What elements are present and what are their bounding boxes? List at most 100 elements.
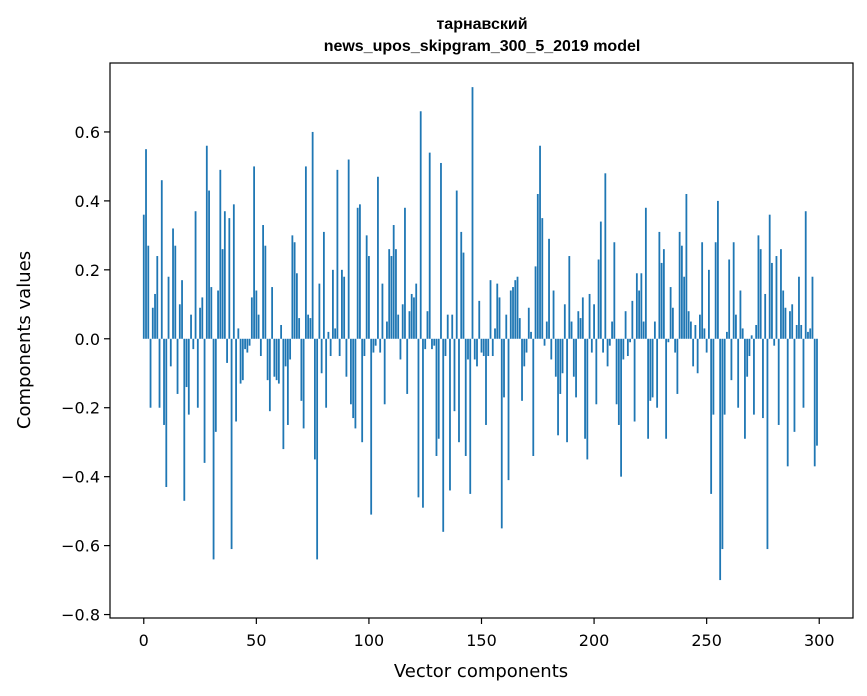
bar-261 <box>730 338 733 381</box>
bar-5 <box>154 293 156 339</box>
bar-254 <box>714 242 717 339</box>
bar-289 <box>793 338 796 432</box>
bar-192 <box>575 338 577 398</box>
y-tick-label: 0.4 <box>75 192 100 211</box>
bar-39 <box>230 338 233 550</box>
bar-38 <box>228 218 231 339</box>
bar-100 <box>368 256 370 339</box>
bar-87 <box>338 338 341 357</box>
bar-54 <box>264 245 267 339</box>
bar-139 <box>455 190 458 339</box>
bar-194 <box>579 318 582 339</box>
x-axis-ticks: 0 50 100 150 200 250 300 <box>139 618 835 650</box>
bar-43 <box>239 338 242 384</box>
bar-7 <box>158 338 161 408</box>
x-tick-label: 300 <box>804 631 835 650</box>
bar-135 <box>446 314 449 339</box>
bar-95 <box>356 207 359 339</box>
bar-13 <box>172 228 174 339</box>
bar-32 <box>214 338 217 432</box>
bar-298 <box>813 338 816 467</box>
bar-92 <box>350 338 352 405</box>
bar-49 <box>253 166 255 339</box>
bar-99 <box>365 235 368 339</box>
bar-222 <box>642 321 645 339</box>
bar-148 <box>476 338 478 367</box>
bar-260 <box>728 259 731 339</box>
bar-236 <box>674 338 677 353</box>
bar-255 <box>717 200 719 339</box>
bar-127 <box>428 152 431 339</box>
bar-189 <box>568 256 571 339</box>
bar-16 <box>178 304 181 339</box>
y-axis-label: Components values <box>14 251 35 429</box>
bar-120 <box>413 297 415 339</box>
bar-250 <box>705 338 708 353</box>
bar-251 <box>708 269 710 339</box>
bar-164 <box>512 287 514 339</box>
bar-77 <box>316 338 319 560</box>
bar-14 <box>174 245 177 339</box>
bar-12 <box>169 338 172 367</box>
bar-48 <box>250 297 253 339</box>
bar-246 <box>696 338 699 374</box>
bar-131 <box>437 338 440 439</box>
bar-282 <box>777 338 780 425</box>
bar-6 <box>156 256 159 339</box>
bar-238 <box>678 231 681 339</box>
bar-220 <box>638 290 641 339</box>
bar-11 <box>167 276 170 339</box>
bar-88 <box>341 269 343 339</box>
bar-181 <box>550 338 553 360</box>
y-tick-label: −0.4 <box>61 468 100 487</box>
bar-165 <box>514 280 517 339</box>
bar-23 <box>194 211 197 339</box>
bar-50 <box>255 290 258 339</box>
bar-225 <box>649 338 652 401</box>
bar-44 <box>241 338 244 381</box>
bar-243 <box>689 321 692 339</box>
bar-252 <box>710 338 713 494</box>
bar-98 <box>363 338 366 357</box>
bar-85 <box>334 328 337 339</box>
x-tick-label: 0 <box>139 631 149 650</box>
bar-137 <box>451 314 454 339</box>
bar-264 <box>737 338 740 408</box>
bar-235 <box>671 307 674 339</box>
y-tick-label: 0.6 <box>75 123 100 142</box>
bar-45 <box>244 338 246 350</box>
bar-126 <box>426 311 429 339</box>
bar-207 <box>608 338 611 346</box>
bar-173 <box>532 338 535 456</box>
bar-106 <box>381 283 384 339</box>
bar-68 <box>295 273 298 339</box>
bar-257 <box>721 338 724 550</box>
bar-292 <box>800 324 803 339</box>
bar-218 <box>633 338 636 422</box>
bar-295 <box>807 331 809 339</box>
bar-242 <box>687 311 690 339</box>
bar-91 <box>347 159 350 339</box>
bar-104 <box>377 176 379 339</box>
bar-150 <box>480 338 483 353</box>
bar-267 <box>744 338 746 439</box>
bar-234 <box>669 287 672 339</box>
bar-216 <box>629 338 631 343</box>
bar-200 <box>593 304 595 339</box>
bar-129 <box>433 338 436 346</box>
chart-subtitle: news_upos_skipgram_300_5_2019 model <box>324 38 641 55</box>
bar-142 <box>462 252 465 339</box>
bar-105 <box>379 338 382 353</box>
bar-287 <box>789 311 791 339</box>
x-tick-label: 150 <box>466 631 497 650</box>
bar-183 <box>554 338 557 377</box>
bar-42 <box>237 328 240 339</box>
bar-285 <box>784 307 787 339</box>
bar-296 <box>809 328 812 339</box>
x-tick-label: 50 <box>246 631 266 650</box>
bar-56 <box>268 338 271 412</box>
bar-58 <box>273 338 276 377</box>
bar-79 <box>320 338 323 374</box>
bar-288 <box>791 304 794 339</box>
bar-19 <box>185 338 188 388</box>
